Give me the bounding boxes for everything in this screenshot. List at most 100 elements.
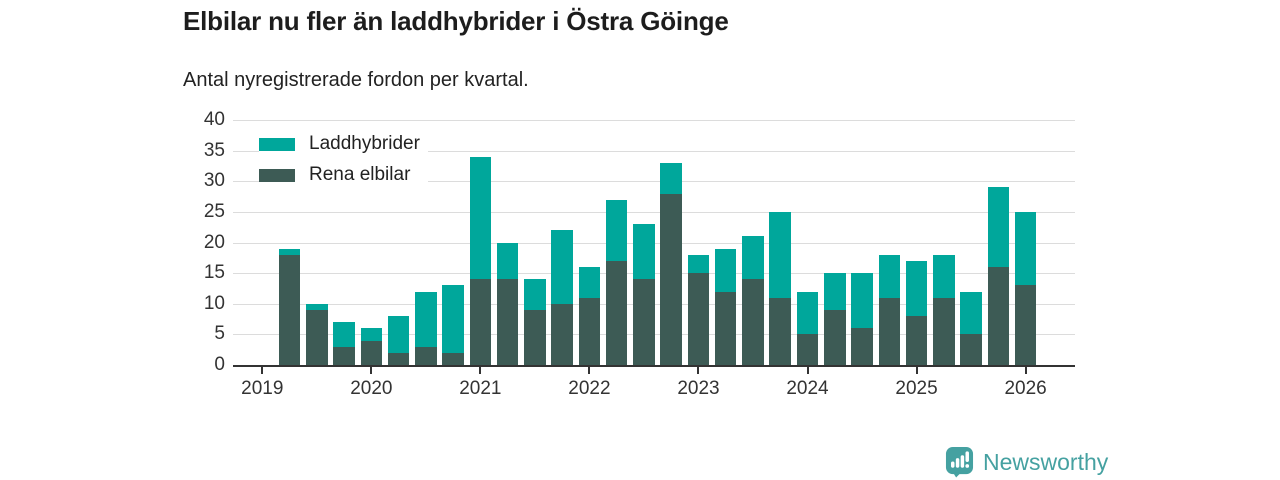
x-axis-tick — [588, 365, 591, 374]
bar-segment-laddhybrider — [796, 291, 819, 335]
bar-segment-laddhybrider — [387, 316, 410, 353]
bar-segment-laddhybrider — [415, 291, 437, 347]
bar-segment-rena-elbilar — [796, 334, 819, 365]
plot-area: Laddhybrider Rena elbilar 0 5 10 15 20 25 30 35 4… — [204, 110, 1075, 399]
bar-segment-rena-elbilar — [824, 309, 846, 365]
bar-segment-laddhybrider — [633, 224, 655, 280]
bar-segment-rena-elbilar — [687, 273, 710, 365]
bar-segment-laddhybrider — [333, 322, 355, 347]
x-axis-tick-label: 2020 — [350, 378, 393, 399]
x-axis-tick — [697, 365, 700, 374]
x-axis-tick-label: 2022 — [568, 378, 611, 399]
bar-segment-rena-elbilar — [769, 297, 791, 365]
y-axis-tick-label: 15 — [203, 262, 225, 284]
bar-segment-laddhybrider — [360, 328, 383, 341]
bar-segment-laddhybrider — [524, 279, 546, 310]
x-axis-tick-label: 2023 — [677, 378, 720, 399]
bar-segment-rena-elbilar — [442, 352, 464, 365]
bar-segment-laddhybrider — [551, 230, 573, 304]
legend-label: Laddhybrider — [309, 133, 420, 154]
bar-segment-rena-elbilar — [524, 309, 546, 365]
bar-segment-laddhybrider — [905, 260, 928, 316]
bar-segment-rena-elbilar — [960, 334, 982, 365]
bar-segment-rena-elbilar — [605, 260, 628, 365]
x-axis-tick-label: 2021 — [459, 378, 502, 399]
bar-2019q4 — [333, 322, 355, 365]
bar-2023q3 — [742, 236, 764, 365]
x-axis-tick — [261, 365, 264, 374]
x-axis-tick — [806, 365, 809, 374]
bar-segment-laddhybrider — [469, 156, 492, 280]
gridline — [233, 120, 1075, 121]
bar-2024q3 — [851, 273, 873, 365]
bar-2024q1 — [796, 291, 819, 365]
bar-segment-rena-elbilar — [933, 297, 955, 365]
bar-segment-rena-elbilar — [306, 309, 328, 365]
newsworthy-logo: Newsworthy — [945, 446, 1108, 478]
bar-segment-laddhybrider — [278, 248, 301, 255]
bar-segment-rena-elbilar — [333, 346, 355, 365]
bar-segment-laddhybrider — [987, 187, 1010, 267]
gridline — [233, 211, 1075, 213]
bar-segment-laddhybrider — [714, 248, 737, 292]
bar-segment-rena-elbilar — [987, 267, 1010, 365]
bar-segment-laddhybrider — [851, 273, 873, 329]
y-axis-tick-label: 0 — [214, 354, 225, 375]
y-axis-tick-label: 5 — [214, 323, 225, 345]
y-axis-tick-label: 20 — [203, 231, 225, 253]
x-axis-line — [233, 365, 1075, 367]
bar-segment-rena-elbilar — [415, 346, 437, 365]
bar-2020q2 — [387, 316, 410, 365]
bar-segment-laddhybrider — [769, 211, 791, 298]
bar-2022q4 — [660, 162, 682, 365]
bar-2021q2 — [496, 242, 519, 365]
bar-segment-rena-elbilar — [851, 328, 873, 365]
bar-segment-rena-elbilar — [714, 291, 737, 365]
chart-subtitle: Antal nyregistrerade fordon per kvartal. — [183, 69, 529, 91]
bar-segment-rena-elbilar — [578, 297, 601, 365]
bar-segment-laddhybrider — [660, 162, 682, 194]
bar-2026q1 — [1014, 211, 1037, 365]
bar-2019q3 — [306, 303, 328, 365]
bar-2024q2 — [824, 273, 846, 365]
chart-legend: Laddhybrider Rena elbilar — [259, 133, 428, 186]
bar-2024q4 — [878, 254, 901, 365]
bar-segment-rena-elbilar — [387, 352, 410, 365]
gridline — [233, 181, 1075, 183]
bar-2025q4 — [987, 187, 1010, 365]
bar-segment-rena-elbilar — [660, 193, 682, 365]
x-axis-tick-label: 2025 — [895, 378, 938, 399]
bar-segment-rena-elbilar — [905, 316, 928, 365]
bar-2025q3 — [960, 291, 982, 365]
bar-2023q4 — [769, 211, 791, 365]
bar-segment-rena-elbilar — [278, 254, 301, 365]
bar-segment-rena-elbilar — [878, 297, 901, 365]
bar-2021q4 — [551, 230, 573, 365]
bar-segment-laddhybrider — [687, 254, 710, 274]
bar-2020q4 — [442, 285, 464, 365]
x-axis-tick — [479, 365, 482, 374]
bar-segment-laddhybrider — [960, 291, 982, 335]
bar-segment-laddhybrider — [306, 303, 328, 310]
bar-segment-rena-elbilar — [633, 279, 655, 365]
bar-2020q3 — [415, 291, 437, 365]
y-axis-tick-label: 10 — [203, 292, 225, 314]
x-axis-tick — [1024, 365, 1027, 374]
bar-segment-laddhybrider — [824, 273, 846, 310]
x-axis-tick — [915, 365, 918, 374]
bar-segment-rena-elbilar — [469, 279, 492, 365]
newsworthy-logo-text: Newsworthy — [983, 448, 1109, 475]
bar-segment-laddhybrider — [878, 254, 901, 298]
bar-segment-rena-elbilar — [496, 279, 519, 365]
legend-swatch — [259, 137, 295, 151]
bar-2025q1 — [905, 260, 928, 365]
x-axis-tick — [370, 365, 373, 374]
bar-segment-rena-elbilar — [551, 303, 573, 365]
bar-segment-laddhybrider — [933, 254, 955, 298]
gridline — [233, 150, 1075, 152]
bar-segment-laddhybrider — [442, 285, 464, 353]
legend-swatch — [259, 168, 295, 182]
legend-label: Rena elbilar — [309, 164, 411, 185]
bar-2022q3 — [633, 224, 655, 365]
